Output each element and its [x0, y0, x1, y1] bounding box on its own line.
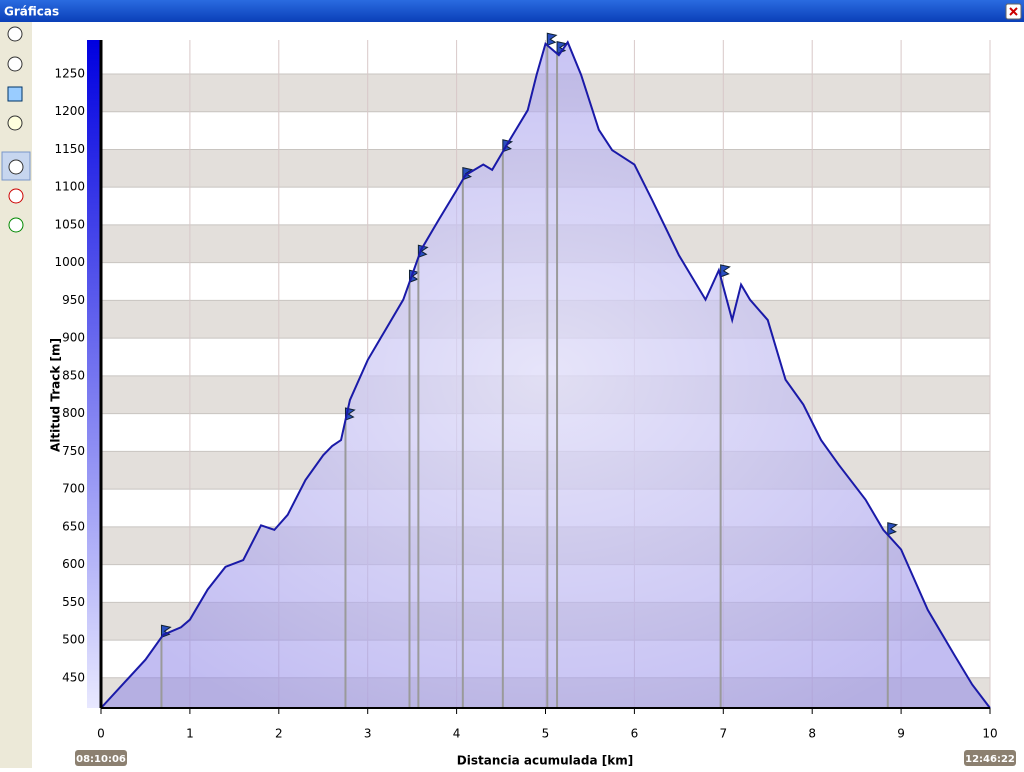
y-tick-label: 1100: [54, 180, 85, 194]
waypoint-flag: [546, 32, 558, 47]
line: [100, 40, 991, 709]
title-bar: [0, 0, 1024, 22]
time-badge: [964, 750, 1016, 766]
time-label: 08:10:06: [76, 754, 126, 765]
y-tick-label: 1150: [54, 142, 85, 156]
x-tick-label: 0: [97, 727, 105, 741]
zoom-reset[interactable]: [7, 115, 23, 131]
zoom-out[interactable]: [7, 56, 23, 72]
area-highlight: [101, 42, 990, 709]
waypoint-flag: [720, 264, 731, 278]
xy-mode[interactable]: [1, 151, 31, 181]
x-tick-label: 8: [808, 727, 816, 741]
y-tick-label: 700: [62, 482, 85, 496]
fit[interactable]: [7, 86, 23, 102]
x-tick-label: 2: [275, 727, 283, 741]
x-tick-label: 7: [719, 727, 727, 741]
y-axis-bar: [87, 40, 101, 708]
y-tick-label: 750: [62, 444, 85, 458]
y-tick-label: 650: [62, 519, 85, 533]
chart: 4505005506006507007508008509009501000105…: [54, 32, 1016, 766]
x-tick-label: 6: [631, 727, 639, 741]
xy-icon: [8, 159, 24, 175]
x-tick-label: 1: [186, 727, 194, 741]
x-tick-label: 10: [982, 727, 997, 741]
y-tick-label: 850: [62, 368, 85, 382]
y-mode[interactable]: [8, 217, 24, 233]
y-tick-label: 450: [62, 670, 85, 684]
y-axis-label: Altitud Track [m]: [49, 338, 63, 452]
time-label: 12:46:22: [965, 754, 1015, 765]
window-title: Gráficas: [4, 5, 59, 19]
waypoint-flag: [417, 244, 429, 259]
waypoint-flag: [887, 522, 899, 536]
x-axis-label: Distancia acumulada [km]: [457, 754, 633, 768]
y-tick-label: 1000: [54, 255, 85, 269]
y-tick-label: 900: [62, 331, 85, 345]
y-tick-label: 800: [62, 406, 85, 420]
x-tick-label: 3: [364, 727, 372, 741]
time-badge: [75, 750, 127, 766]
y-tick-label: 550: [62, 595, 85, 609]
x-tick-label: 5: [542, 727, 550, 741]
x-tick-label: 9: [897, 727, 905, 741]
close-icon: [1009, 7, 1018, 16]
x-tick-label: 4: [453, 727, 461, 741]
y-tick-label: 600: [62, 557, 85, 571]
toolbar-buttons: [1, 26, 31, 233]
y-tick-label: 950: [62, 293, 85, 307]
y-tick-label: 1250: [54, 66, 85, 80]
x-mode[interactable]: [8, 188, 24, 204]
zoom-in[interactable]: [7, 26, 23, 42]
y-tick-label: 1050: [54, 217, 85, 231]
toolbar: [0, 22, 32, 768]
y-tick-label: 1200: [54, 104, 85, 118]
waypoint-flag: [556, 40, 568, 55]
y-tick-label: 500: [62, 633, 85, 647]
